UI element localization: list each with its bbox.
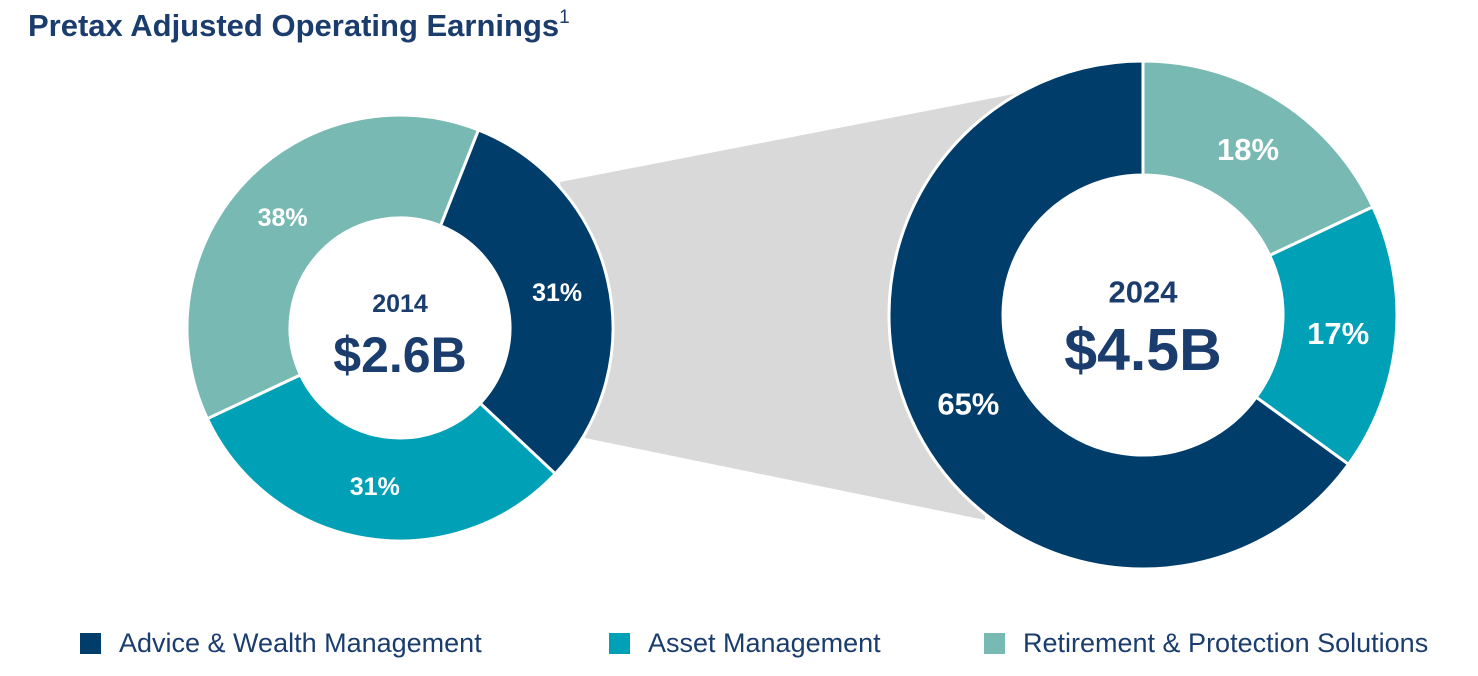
slice-percent-label-2024-advice-wealth-management: 65% xyxy=(937,386,999,421)
legend-item-advice-wealth: Advice & Wealth Management xyxy=(80,628,482,659)
donut-slice-2024-advice-wealth-management xyxy=(887,59,1350,571)
donut-slice-2014-advice-wealth-management xyxy=(438,128,615,476)
chart-legend: Advice & Wealth Management Asset Managem… xyxy=(0,628,1478,672)
slice-percent-label-2024-retirement-protection-solutions: 18% xyxy=(1217,132,1279,167)
legend-swatch-retirement-protection xyxy=(984,633,1005,654)
donut-center-year-2014: 2014 xyxy=(372,290,428,318)
legend-item-asset-management: Asset Management xyxy=(609,628,881,659)
legend-swatch-advice-wealth xyxy=(80,633,101,654)
donut-center-total-2014: $2.6B xyxy=(333,327,466,383)
donut-slice-2024-retirement-protection-solutions xyxy=(1141,59,1375,257)
legend-item-retirement-protection: Retirement & Protection Solutions xyxy=(984,628,1428,659)
donut-center-year-2024: 2024 xyxy=(1109,275,1179,310)
slice-percent-label-2014-advice-wealth-management: 31% xyxy=(532,279,582,307)
chart-title-text: Pretax Adjusted Operating Earnings xyxy=(28,8,560,43)
donut-slice-2024-asset-management xyxy=(1254,205,1399,466)
legend-label: Advice & Wealth Management xyxy=(119,628,482,658)
chart-title: Pretax Adjusted Operating Earnings1 xyxy=(28,6,570,44)
title-footnote-marker: 1 xyxy=(559,6,570,28)
slice-percent-label-2014-asset-management: 31% xyxy=(350,473,400,501)
donut-center-total-2024: $4.5B xyxy=(1064,317,1221,383)
zoom-connector-layer xyxy=(560,93,1019,520)
zoom-connector-band xyxy=(560,93,1019,520)
donut-chart-2014: 31% 31% 38% 2014 $2.6B xyxy=(185,113,615,543)
donut-charts: 31% 31% 38% 2014 $2.6B 18% 17% 65% 2024 $4.5B xyxy=(185,59,1399,571)
slice-percent-label-2014-retirement-protection-solutions: 38% xyxy=(258,204,308,232)
donut-slice-2014-retirement-protection-solutions xyxy=(185,113,480,421)
slice-percent-label-2024-asset-management: 17% xyxy=(1307,316,1369,351)
legend-label: Asset Management xyxy=(648,628,881,658)
donut-slice-2014-asset-management xyxy=(205,373,557,543)
donut-chart-2024: 18% 17% 65% 2024 $4.5B xyxy=(887,59,1399,571)
legend-label: Retirement & Protection Solutions xyxy=(1023,628,1429,658)
legend-swatch-asset-management xyxy=(609,633,630,654)
